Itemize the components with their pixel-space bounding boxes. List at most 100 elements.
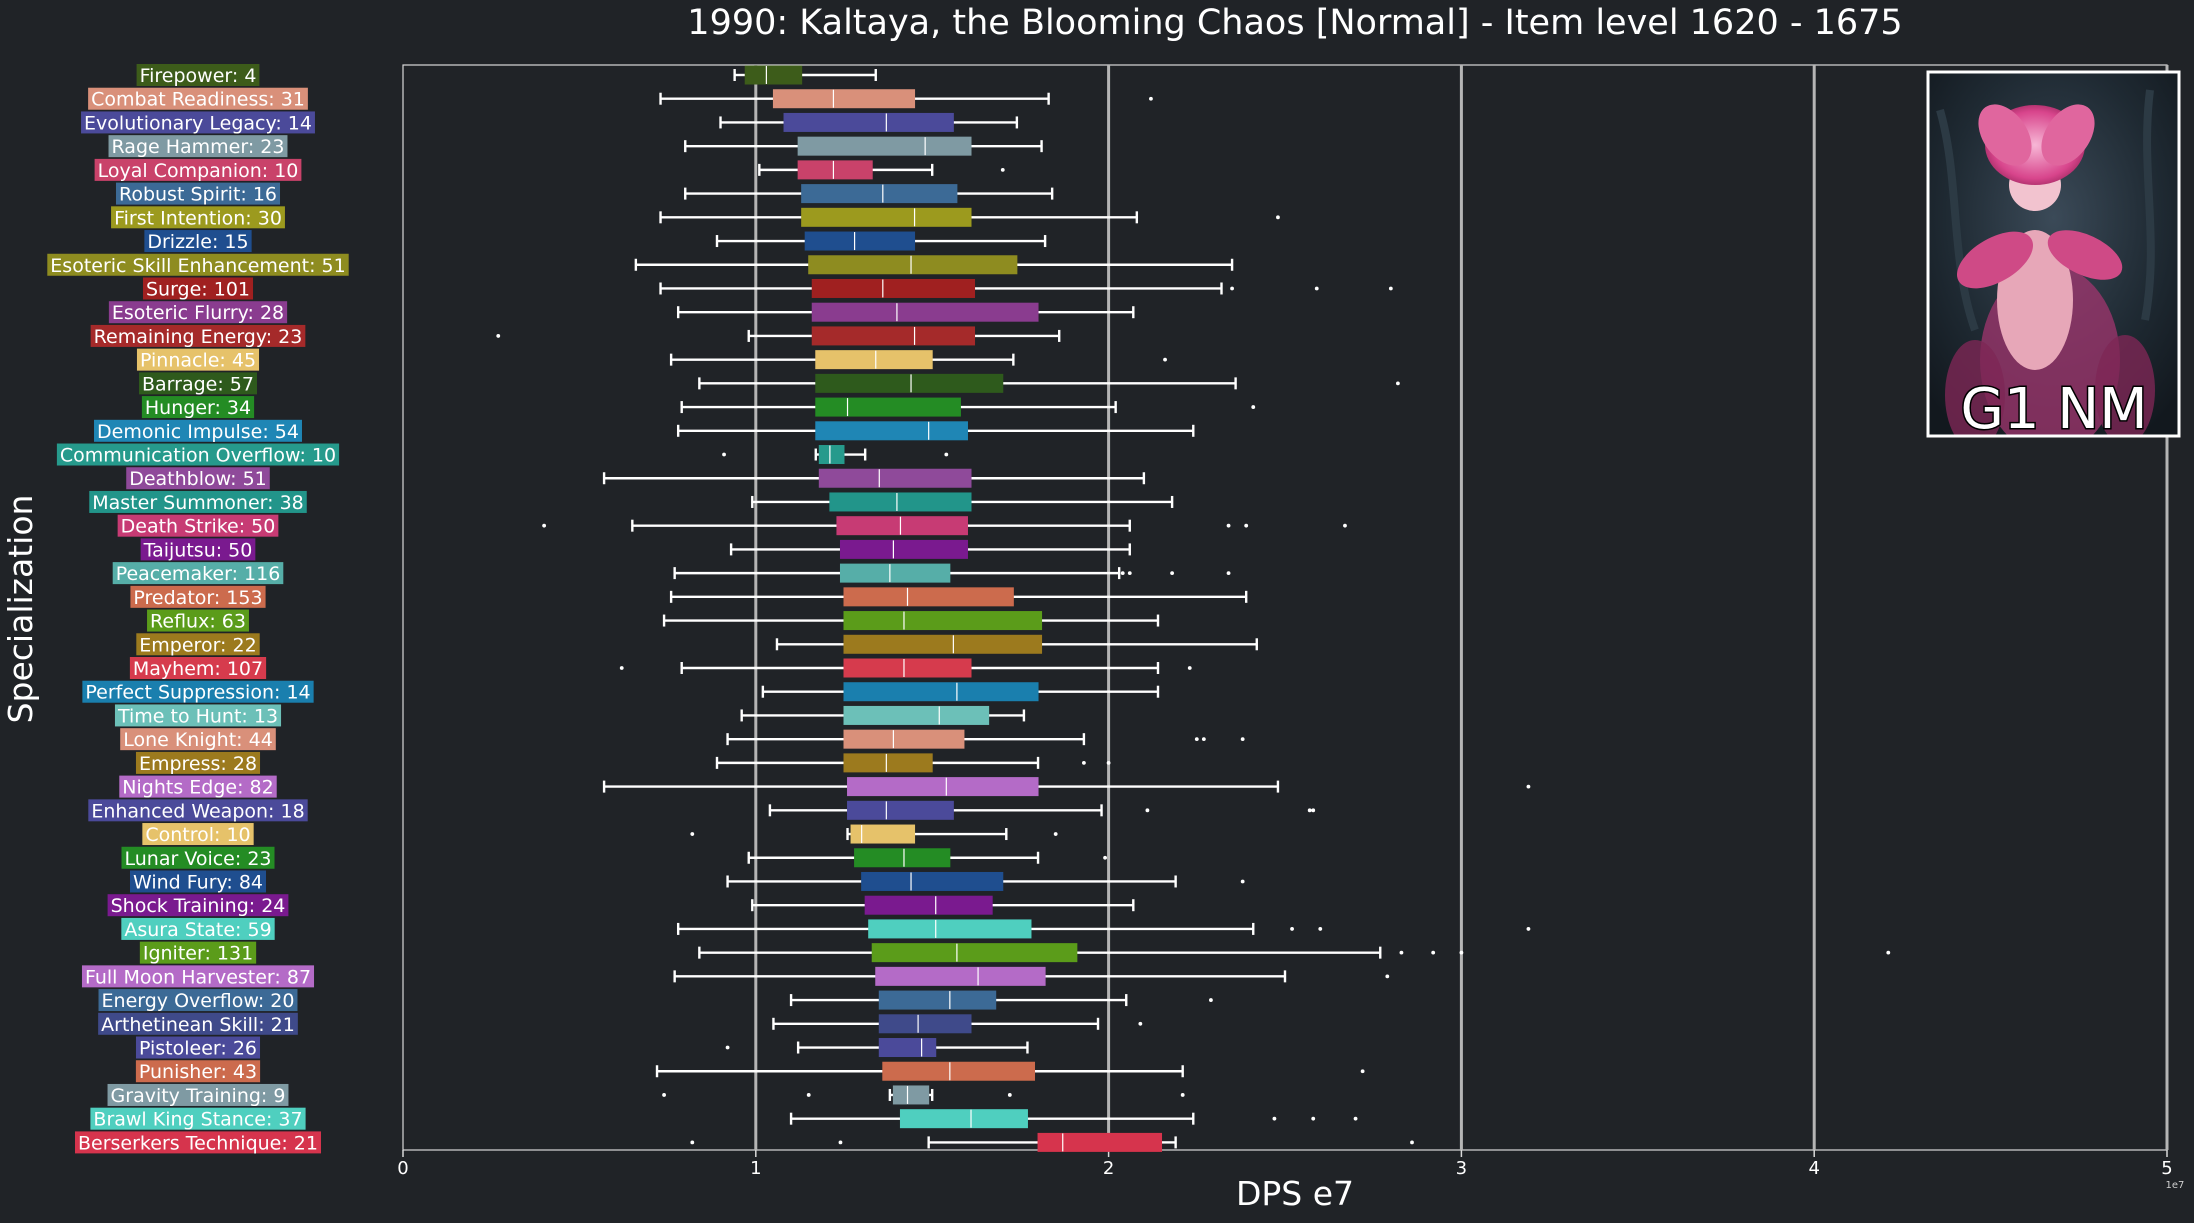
outlier-point bbox=[1127, 571, 1132, 576]
label-text: Robust Spirit: 16 bbox=[119, 184, 277, 206]
outlier-point bbox=[662, 1093, 666, 1097]
label-background bbox=[94, 419, 302, 442]
x-tick-label: 0 bbox=[397, 1158, 408, 1179]
box-row bbox=[662, 611, 1160, 631]
outlier-point bbox=[496, 334, 501, 338]
iqr-box bbox=[878, 1014, 972, 1034]
label-background bbox=[88, 799, 308, 822]
label-text: Deathblow: 51 bbox=[129, 468, 267, 490]
iqr-box bbox=[882, 1061, 1036, 1081]
inset-caption: G1 NM bbox=[1960, 377, 2147, 442]
outlier-point bbox=[1180, 1093, 1185, 1097]
outlier-point bbox=[1526, 927, 1531, 931]
box-row bbox=[698, 373, 1400, 393]
specialization-label: Energy Overflow: 20 bbox=[98, 989, 298, 1012]
box-row bbox=[690, 824, 1058, 844]
label-background bbox=[108, 135, 288, 158]
box-row bbox=[684, 184, 1054, 204]
outlier-point bbox=[1240, 737, 1245, 742]
outlier-point bbox=[1226, 523, 1231, 528]
specialization-label: Enhanced Weapon: 18 bbox=[88, 799, 308, 822]
specialization-label: Full Moon Harvester: 87 bbox=[81, 965, 315, 988]
specialization-label: Evolutionary Legacy: 14 bbox=[81, 111, 315, 134]
label-background bbox=[88, 87, 308, 110]
label-text: Control: 10 bbox=[145, 824, 250, 846]
outlier-point bbox=[1138, 1021, 1143, 1026]
specialization-label: Death Strike: 50 bbox=[117, 514, 279, 538]
box-row bbox=[715, 753, 1111, 773]
boss-portrait-image bbox=[1936, 89, 2155, 436]
iqr-box bbox=[850, 824, 916, 844]
x-axis-label: DPS e7 bbox=[1236, 1174, 1354, 1213]
plot-area-frame bbox=[402, 64, 2168, 1151]
outlier-point bbox=[1311, 808, 1316, 813]
iqr-box bbox=[815, 350, 933, 370]
iqr-box bbox=[1037, 1132, 1163, 1152]
outlier-point bbox=[1244, 523, 1249, 528]
specialization-label: Arthetinean Skill: 21 bbox=[98, 1012, 298, 1036]
box-row bbox=[733, 65, 877, 85]
iqr-box bbox=[811, 278, 976, 298]
label-text: Hunger: 34 bbox=[145, 397, 251, 419]
label-background bbox=[120, 728, 276, 751]
box-row bbox=[726, 871, 1245, 891]
label-text: Brawl King Stance: 37 bbox=[93, 1109, 302, 1131]
label-text: Igniter: 131 bbox=[143, 943, 253, 965]
label-text: Punisher: 43 bbox=[139, 1061, 257, 1083]
label-background bbox=[115, 182, 281, 205]
specialization-label: Esoteric Skill Enhancement: 51 bbox=[47, 253, 349, 277]
label-text: Esoteric Flurry: 28 bbox=[112, 302, 284, 324]
label-text: Surge: 101 bbox=[146, 278, 250, 300]
box-row bbox=[496, 326, 1061, 346]
iqr-box bbox=[843, 729, 965, 749]
iqr-box bbox=[815, 373, 1004, 393]
iqr-box bbox=[878, 1038, 937, 1058]
outlier-point bbox=[1290, 927, 1294, 931]
iqr-box bbox=[811, 326, 976, 346]
outlier-point bbox=[1410, 1140, 1414, 1145]
iqr-box bbox=[804, 231, 916, 251]
outlier-point bbox=[838, 1140, 843, 1145]
specialization-label: Perfect Suppression: 14 bbox=[82, 680, 314, 704]
box-row bbox=[719, 112, 1019, 132]
label-background bbox=[136, 633, 260, 656]
box-row bbox=[729, 539, 1131, 559]
label-text: Evolutionary Legacy: 14 bbox=[84, 112, 312, 134]
box-row bbox=[747, 848, 1107, 868]
box-row bbox=[751, 492, 1174, 512]
label-text: Master Summoner: 38 bbox=[92, 492, 304, 514]
specialization-label: Asura State: 59 bbox=[121, 917, 275, 941]
outlier-point bbox=[1170, 571, 1175, 576]
label-background bbox=[111, 206, 285, 229]
label-text: Demonic Impulse: 54 bbox=[97, 421, 299, 443]
label-background bbox=[47, 253, 349, 276]
label-background bbox=[94, 158, 302, 181]
specialization-label: Hunger: 34 bbox=[141, 396, 255, 419]
specialization-label: Firepower: 4 bbox=[136, 64, 260, 87]
box-row bbox=[758, 160, 1005, 180]
specialization-label: Wind Fury: 84 bbox=[129, 870, 267, 893]
iqr-box bbox=[839, 563, 951, 583]
label-background bbox=[107, 894, 289, 917]
box-row bbox=[775, 634, 1258, 654]
label-text: Firepower: 4 bbox=[140, 65, 257, 87]
outlier-point bbox=[1251, 405, 1256, 409]
specialization-label: Reflux: 63 bbox=[147, 609, 249, 633]
label-background bbox=[135, 751, 261, 774]
outlier-point bbox=[722, 452, 726, 457]
specialization-label: Empress: 28 bbox=[135, 751, 261, 775]
label-background bbox=[129, 870, 267, 893]
outlier-point bbox=[1385, 974, 1390, 979]
label-text: Drizzle: 15 bbox=[147, 231, 248, 253]
box-row bbox=[669, 350, 1167, 370]
label-background bbox=[108, 301, 288, 324]
label-background bbox=[136, 348, 260, 371]
outlier-point bbox=[1240, 879, 1245, 884]
specialization-label: Igniter: 131 bbox=[139, 941, 257, 965]
x-tick-label: 2 bbox=[1103, 1158, 1114, 1179]
iqr-box bbox=[847, 800, 954, 820]
label-text: Death Strike: 50 bbox=[121, 516, 276, 538]
box-row bbox=[751, 895, 1135, 915]
outlier-point bbox=[1360, 1069, 1365, 1074]
outlier-point bbox=[619, 666, 624, 670]
